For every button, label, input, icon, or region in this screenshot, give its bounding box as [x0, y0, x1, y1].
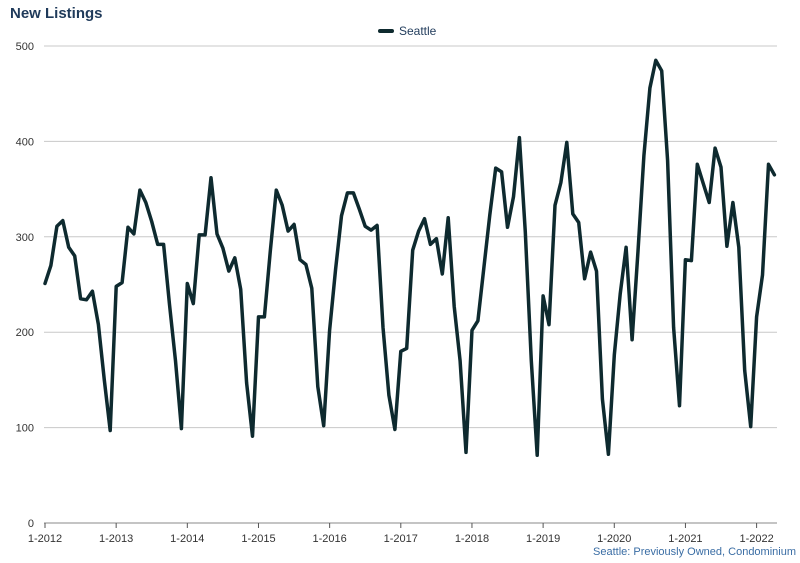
series-line-seattle — [43, 58, 777, 458]
legend-label-seattle: Seattle — [399, 24, 437, 38]
legend-swatch — [378, 29, 394, 33]
x-tick-label: 1-2016 — [313, 533, 347, 545]
chart-legend: Seattle — [378, 24, 436, 38]
y-tick-label: 100 — [16, 423, 34, 435]
x-tick-label: 1-2020 — [597, 533, 631, 545]
y-tick-label: 500 — [16, 41, 34, 53]
grid-layer — [44, 45, 777, 429]
y-tick-label: 300 — [16, 232, 34, 244]
x-tick-label: 1-2012 — [28, 533, 62, 545]
x-tick-label: 1-2022 — [739, 533, 773, 545]
x-tick-label: 1-2018 — [455, 533, 489, 545]
x-tick-label: 1-2017 — [384, 533, 418, 545]
x-tick-label: 1-2013 — [99, 533, 133, 545]
axis-layer: 0 100 200 300 400 500 1-2012 1-2013 1-2014 1-2015… — [16, 41, 777, 545]
x-tick-label: 1-2015 — [241, 533, 275, 545]
y-tick-label: 0 — [28, 518, 34, 530]
y-tick-label: 200 — [16, 327, 34, 339]
x-tick-label: 1-2021 — [668, 533, 702, 545]
x-tick-label: 1-2014 — [170, 533, 204, 545]
chart-title: New Listings — [10, 5, 103, 22]
chart-footnote: Seattle: Previously Owned, Condominium — [593, 546, 796, 558]
series-layer — [43, 58, 777, 458]
x-tick-label: 1-2019 — [526, 533, 560, 545]
y-tick-label: 400 — [16, 136, 34, 148]
